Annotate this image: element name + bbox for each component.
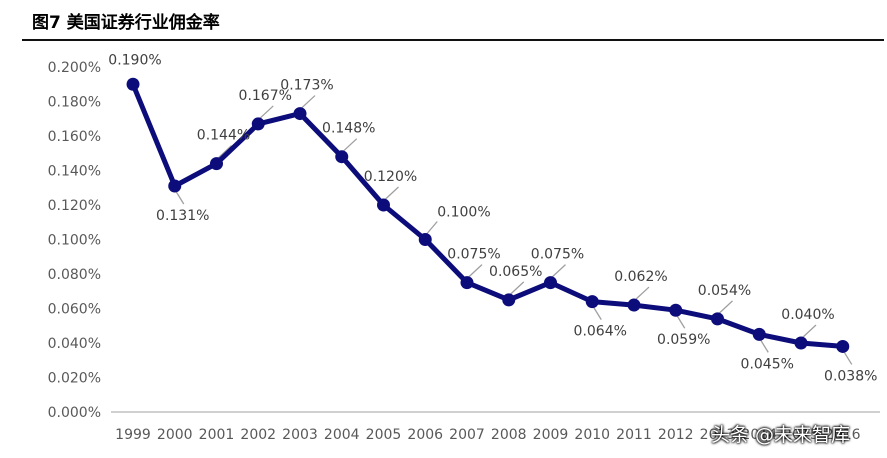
x-tick-label: 2005	[366, 427, 402, 443]
series-layer	[130, 81, 846, 349]
x-tick-label: 2002	[240, 427, 276, 443]
data-point	[794, 336, 808, 350]
label-leader-line	[175, 190, 185, 205]
data-point	[460, 276, 474, 290]
label-leader-line	[509, 281, 525, 296]
data-point	[210, 157, 223, 171]
y-tick-label: 0.080%	[48, 267, 101, 283]
data-point	[752, 327, 766, 341]
x-tick-label: 2014	[741, 427, 777, 443]
data-point	[335, 150, 349, 164]
y-tick-label: 0.200%	[48, 60, 101, 76]
data-point	[711, 312, 724, 326]
data-label: 0.173%	[280, 78, 333, 94]
label-leader-line	[425, 221, 438, 235]
x-tick-label: 2011	[616, 427, 652, 443]
data-point	[669, 303, 683, 317]
x-tick-label: 2013	[700, 427, 736, 443]
data-label: 0.120%	[364, 169, 417, 185]
label-leader-line	[551, 264, 566, 279]
x-tick-label: 2015	[783, 427, 819, 443]
data-point	[585, 295, 599, 309]
data-label: 0.100%	[437, 205, 490, 221]
y-tick-label: 0.000%	[48, 405, 101, 421]
data-label: 0.064%	[574, 324, 627, 340]
x-tick-label: 2004	[324, 427, 360, 443]
data-label: 0.065%	[489, 264, 542, 280]
label-leader-line	[342, 138, 358, 153]
label-leader-line	[801, 324, 817, 339]
label-leader-line	[843, 351, 853, 365]
label-leader-line	[634, 286, 650, 301]
x-tick-label: 2009	[533, 427, 569, 443]
data-point	[418, 233, 432, 246]
label-leader-line	[676, 314, 686, 329]
x-tick-label: 2003	[282, 427, 318, 443]
data-label: 0.040%	[781, 307, 834, 323]
y-tick-label: 0.040%	[48, 336, 101, 352]
x-tick-label: 2010	[574, 427, 610, 443]
y-axis: 0.000% 0.020% 0.040% 0.060% 0.080% 0.100% 0.12…	[48, 60, 101, 421]
x-tick-label: 2001	[199, 427, 235, 443]
data-point	[251, 117, 265, 131]
x-tick-label: 2006	[407, 427, 443, 443]
data-point	[377, 198, 390, 212]
data-label: 0.062%	[614, 269, 667, 285]
y-tick-label: 0.100%	[48, 233, 101, 249]
data-point	[502, 293, 516, 307]
label-leader-line	[384, 186, 399, 201]
x-tick-label: 2007	[449, 427, 485, 443]
y-tick-label: 0.140%	[48, 164, 101, 180]
data-label: 0.054%	[698, 283, 751, 299]
data-label: 0.075%	[447, 247, 500, 263]
y-tick-label: 0.120%	[48, 198, 101, 214]
y-tick-label: 0.160%	[48, 129, 101, 145]
label-leader-line	[467, 264, 483, 279]
data-label: 0.075%	[531, 247, 584, 263]
label-leader-line	[300, 95, 316, 110]
data-label: 0.038%	[824, 368, 877, 384]
x-tick-label: 2016	[825, 427, 861, 443]
x-tick-label: 2012	[658, 427, 694, 443]
data-label: 0.144%	[197, 128, 250, 144]
data-point	[627, 298, 641, 312]
data-labels: 0.190% 0.131% 0.144% 0.167%0.173% 0.148% 0.12…	[108, 52, 877, 384]
label-leader-line	[718, 300, 733, 315]
label-leader-line	[592, 306, 602, 320]
data-label: 0.167%	[239, 88, 292, 104]
data-point	[544, 276, 557, 290]
x-axis: 1999 2000 2001 2002 2003 2004 2005 2006 2007 2008…	[111, 411, 880, 443]
x-tick-label: 2000	[157, 427, 193, 443]
data-point	[836, 339, 850, 353]
data-points	[126, 77, 850, 353]
title-divider	[22, 39, 884, 41]
figure-title: 图7 美国证券行业佣金率	[32, 13, 220, 33]
y-tick-label: 0.020%	[48, 371, 101, 387]
y-tick-label: 0.180%	[48, 95, 101, 111]
data-label: 0.190%	[108, 52, 161, 68]
series-line	[130, 81, 846, 349]
label-leader-line	[217, 145, 232, 160]
data-label: 0.045%	[741, 356, 794, 372]
label-leader-lines	[175, 95, 853, 365]
data-point	[293, 107, 307, 121]
data-label: 0.148%	[322, 121, 375, 137]
x-tick-label: 1999	[115, 427, 151, 443]
label-leader-line	[759, 339, 769, 353]
data-point	[126, 77, 140, 91]
label-leader-line	[258, 105, 274, 120]
data-label: 0.059%	[657, 332, 710, 348]
x-tick-label: 2008	[491, 427, 527, 443]
data-label: 0.131%	[156, 208, 209, 224]
data-point	[168, 179, 182, 193]
watermark: 头条 @未来智库	[711, 424, 851, 446]
y-tick-label: 0.060%	[48, 302, 101, 318]
